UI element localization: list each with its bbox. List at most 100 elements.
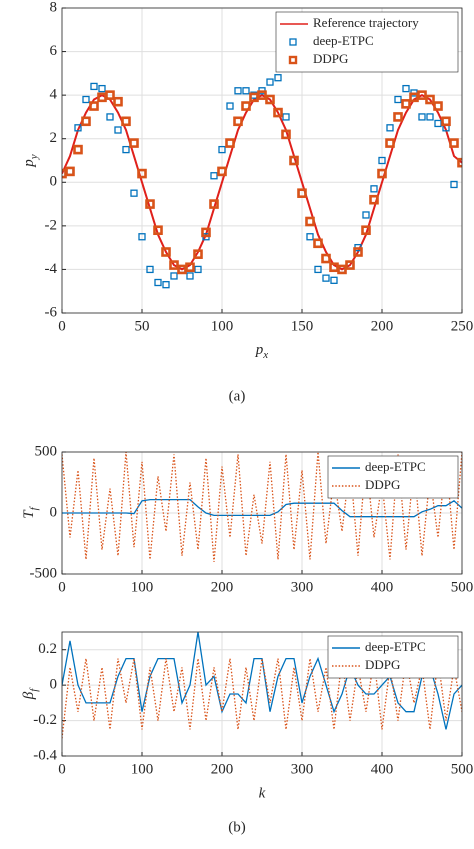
x-tick-label: 300 <box>291 579 314 595</box>
legend: deep-ETPC DDPG <box>327 635 459 679</box>
marker <box>106 113 114 121</box>
marker <box>122 145 130 154</box>
x-tick-label: 100 <box>131 761 154 777</box>
x-tick-label: 200 <box>371 318 394 334</box>
marker <box>322 274 330 282</box>
y-tick-label: -0.4 <box>33 747 57 763</box>
x-axis-label: k <box>259 785 266 801</box>
marker <box>105 90 115 100</box>
x-tick-label: 0 <box>58 579 66 595</box>
y-axis-label: βf <box>21 687 39 700</box>
marker <box>450 180 458 189</box>
marker <box>441 116 451 127</box>
marker <box>98 84 106 93</box>
marker <box>90 82 98 91</box>
marker <box>305 216 315 227</box>
marker <box>210 172 218 180</box>
x-tick-label: 0 <box>58 318 66 334</box>
marker <box>114 126 122 134</box>
legend: Reference trajectory deep-ETPC DDPG <box>275 11 459 73</box>
marker <box>153 225 163 236</box>
marker <box>394 95 402 104</box>
legend-label: deep-ETPC <box>365 639 426 654</box>
y-tick-label: 0 <box>50 504 58 520</box>
x-tick-label: 500 <box>451 761 474 777</box>
legend-marker <box>288 55 298 65</box>
marker <box>145 199 155 209</box>
legend-label: deep-ETPC <box>313 33 374 48</box>
marker <box>242 87 250 95</box>
y-tick-label: 500 <box>35 443 58 459</box>
y-tick-label: 4 <box>50 87 58 103</box>
marker <box>369 194 379 205</box>
marker <box>306 233 314 241</box>
marker <box>385 138 395 148</box>
y-axis-label: Tf <box>21 505 39 518</box>
marker <box>146 265 154 274</box>
marker <box>137 168 147 179</box>
x-tick-label: 400 <box>371 761 394 777</box>
series-group <box>62 452 462 562</box>
axes-box <box>61 631 463 757</box>
y-tick-label: 6 <box>50 43 58 59</box>
series-group <box>62 74 462 289</box>
marker <box>314 265 322 274</box>
x-tick-label: 200 <box>211 579 234 595</box>
marker <box>282 113 290 121</box>
y-tick-label: -6 <box>45 304 58 320</box>
marker <box>386 124 394 132</box>
marker <box>89 101 99 111</box>
marker <box>209 199 219 209</box>
marker <box>129 138 139 148</box>
marker <box>130 189 138 197</box>
marker <box>313 238 323 249</box>
y-tick-label: -2 <box>45 217 58 233</box>
legend-label: Reference trajectory <box>313 15 419 30</box>
marker <box>266 78 274 86</box>
marker <box>161 247 171 257</box>
x-tick-label: 50 <box>135 318 150 334</box>
legend: deep-ETPC DDPG <box>327 455 459 499</box>
marker <box>426 113 434 121</box>
marker <box>273 107 283 118</box>
y-tick-label: -500 <box>30 565 58 581</box>
x-tick-label: 300 <box>291 761 314 777</box>
caption: (a) <box>229 388 246 404</box>
marker <box>162 281 170 289</box>
y-tick-label: 0.2 <box>38 641 57 657</box>
x-tick-label: 200 <box>211 761 234 777</box>
marker <box>170 272 178 280</box>
marker <box>330 276 338 284</box>
y-tick-label: -0.2 <box>33 712 57 728</box>
y-tick-label: 0 <box>50 677 58 693</box>
marker <box>418 113 426 121</box>
x-tick-label: 100 <box>131 579 154 595</box>
legend-marker <box>289 38 297 46</box>
series-line <box>62 632 462 730</box>
marker <box>401 99 411 109</box>
x-tick-label: 500 <box>451 579 474 595</box>
legend-box <box>327 455 459 499</box>
legend-label: DDPG <box>365 657 400 672</box>
marker <box>241 101 251 111</box>
marker <box>361 225 371 236</box>
marker <box>225 138 235 148</box>
legend-label: DDPG <box>365 477 400 492</box>
marker <box>274 74 282 82</box>
marker <box>449 138 459 148</box>
axes-box <box>61 451 463 575</box>
marker <box>362 211 370 219</box>
x-axis-label: px <box>255 342 269 360</box>
marker <box>201 227 211 238</box>
marker <box>425 94 435 105</box>
marker <box>297 188 307 198</box>
marker <box>434 119 442 128</box>
legend-box <box>327 635 459 679</box>
marker <box>226 102 234 110</box>
marker <box>234 87 242 95</box>
marker <box>73 144 83 155</box>
marker <box>154 278 162 287</box>
marker <box>218 145 226 154</box>
marker <box>82 95 90 104</box>
